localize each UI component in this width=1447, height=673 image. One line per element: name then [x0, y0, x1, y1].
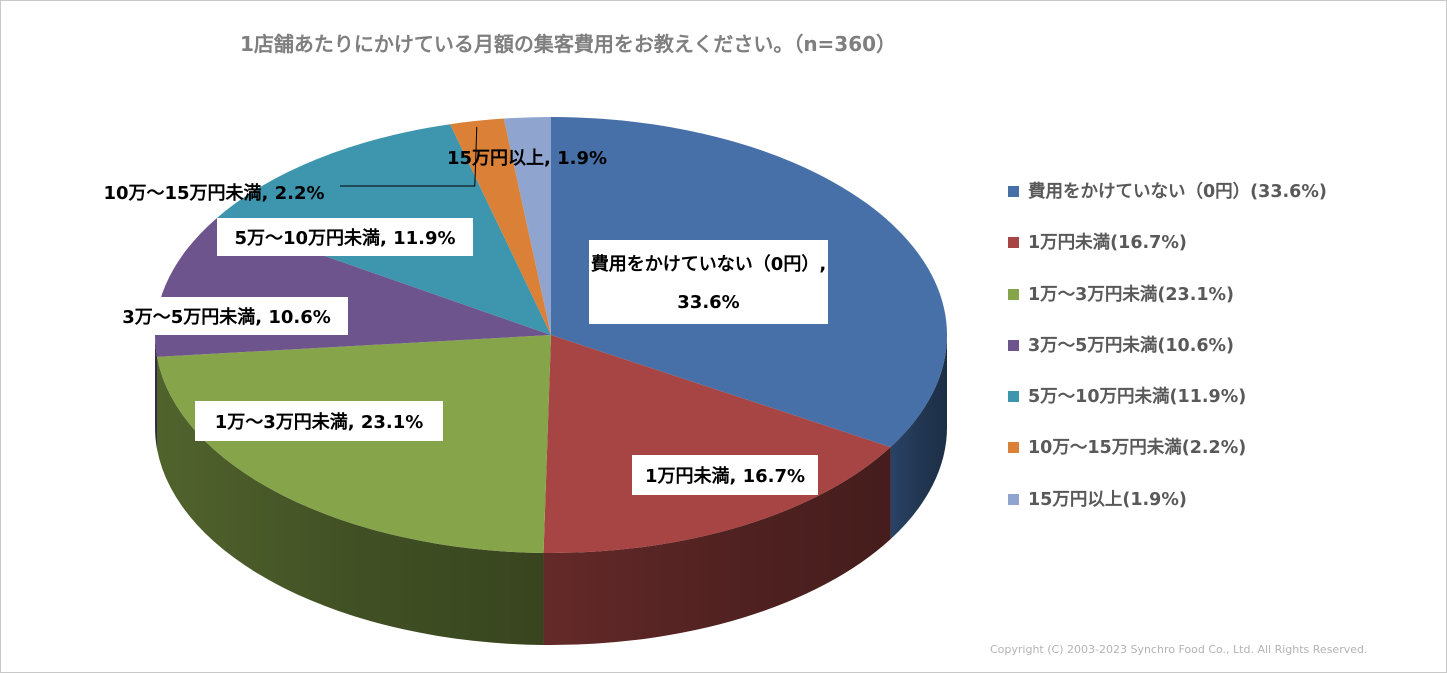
legend-swatch-4	[1008, 391, 1019, 403]
legend-swatch-0	[1008, 186, 1019, 197]
legend-swatch-5	[1008, 442, 1019, 454]
legend-item-0: 費用をかけていない（0円）(33.6%)	[1008, 178, 1327, 229]
copyright-text: Copyright (C) 2003-2023 Synchro Food Co.…	[990, 643, 1368, 656]
data-label-0: 費用をかけていない（0円）, 33.6%	[589, 240, 828, 324]
pie-tops	[155, 117, 948, 553]
data-label-text-0-2: 33.6%	[677, 292, 739, 313]
pie-side-shade-2	[156, 356, 544, 645]
data-label-4: 5万～10万円未満, 11.9%	[217, 218, 473, 256]
pie-slice-2[interactable]	[156, 335, 551, 553]
legend-label-3: 3万～5万円未満(10.6%)	[1028, 335, 1235, 356]
legend-item-4: 5万～10万円未満(11.9%)	[1008, 383, 1327, 434]
legend-item-3: 3万～5万円未満(10.6%)	[1008, 332, 1327, 383]
legend-label-2: 1万～3万円未満(23.1%)	[1028, 284, 1235, 305]
legend-swatch-6	[1008, 493, 1019, 505]
pie-side-shade-3	[155, 335, 157, 449]
pie-side-shade-0	[890, 335, 948, 540]
data-label-1: 1万円未満, 16.7%	[632, 455, 818, 495]
data-label-text-0-1: 費用をかけていない（0円）,	[591, 253, 826, 275]
data-label-text-3: 3万～5万円未満, 10.6%	[122, 306, 331, 328]
leader-line-5	[340, 126, 478, 187]
legend-label-4: 5万～10万円未満(11.9%)	[1028, 387, 1247, 408]
pie-data-labels: 費用をかけていない（0円）, 33.6% 1万円未満, 16.7% 1万～3万円未満,…	[103, 148, 828, 495]
legend-item-2: 1万～3万円未満(23.1%)	[1008, 281, 1327, 332]
legend: 費用をかけていない（0円）(33.6%) 1万円未満(16.7%) 1万～3万円未満…	[1008, 178, 1327, 537]
legend-item-5: 10万～15万円未満(2.2%)	[1008, 434, 1327, 485]
data-label-box-4	[217, 218, 473, 256]
data-label-text-2: 1万～3万円未満, 23.1%	[215, 411, 424, 433]
legend-label-6: 15万円以上(1.9%)	[1028, 489, 1187, 510]
data-label-text-6: 15万円以上, 1.9%	[447, 148, 607, 169]
legend-label-0: 費用をかけていない（0円）(33.6%)	[1028, 182, 1327, 202]
legend-item-6: 15万円以上(1.9%)	[1008, 486, 1327, 537]
pie-side-shade-1	[543, 447, 891, 645]
pie-leader-lines	[340, 126, 478, 187]
data-label-5: 10万～15万円未満, 2.2%	[103, 182, 324, 204]
legend-label-1: 1万円未満(16.7%)	[1028, 233, 1187, 254]
data-label-box-1	[632, 455, 818, 495]
data-label-2: 1万～3万円未満, 23.1%	[195, 401, 443, 441]
pie-slice-6[interactable]	[503, 117, 551, 335]
data-label-box-2	[195, 401, 443, 441]
data-label-text-5: 10万～15万円未満, 2.2%	[103, 182, 324, 204]
data-label-6: 15万円以上, 1.9%	[447, 148, 607, 169]
legend-swatch-2	[1008, 288, 1019, 300]
legend-swatch-3	[1008, 339, 1019, 351]
pie-slice-1[interactable]	[543, 335, 891, 553]
legend-swatch-1	[1008, 237, 1019, 249]
pie-sides	[155, 335, 948, 645]
data-label-text-4: 5万～10万円未満, 11.9%	[234, 227, 455, 249]
legend-item-1: 1万円未満(16.7%)	[1008, 229, 1327, 280]
chart-title: 1店舗あたりにかけている月額の集客費用をお教えください。（n=360）	[240, 32, 897, 56]
data-label-3: 3万～5万円未満, 10.6%	[105, 297, 348, 335]
data-label-box-3	[105, 297, 348, 335]
legend-label-5: 10万～15万円未満(2.2%)	[1028, 438, 1247, 459]
data-label-box-0	[589, 240, 828, 324]
data-label-text-1: 1万円未満, 16.7%	[645, 465, 805, 487]
